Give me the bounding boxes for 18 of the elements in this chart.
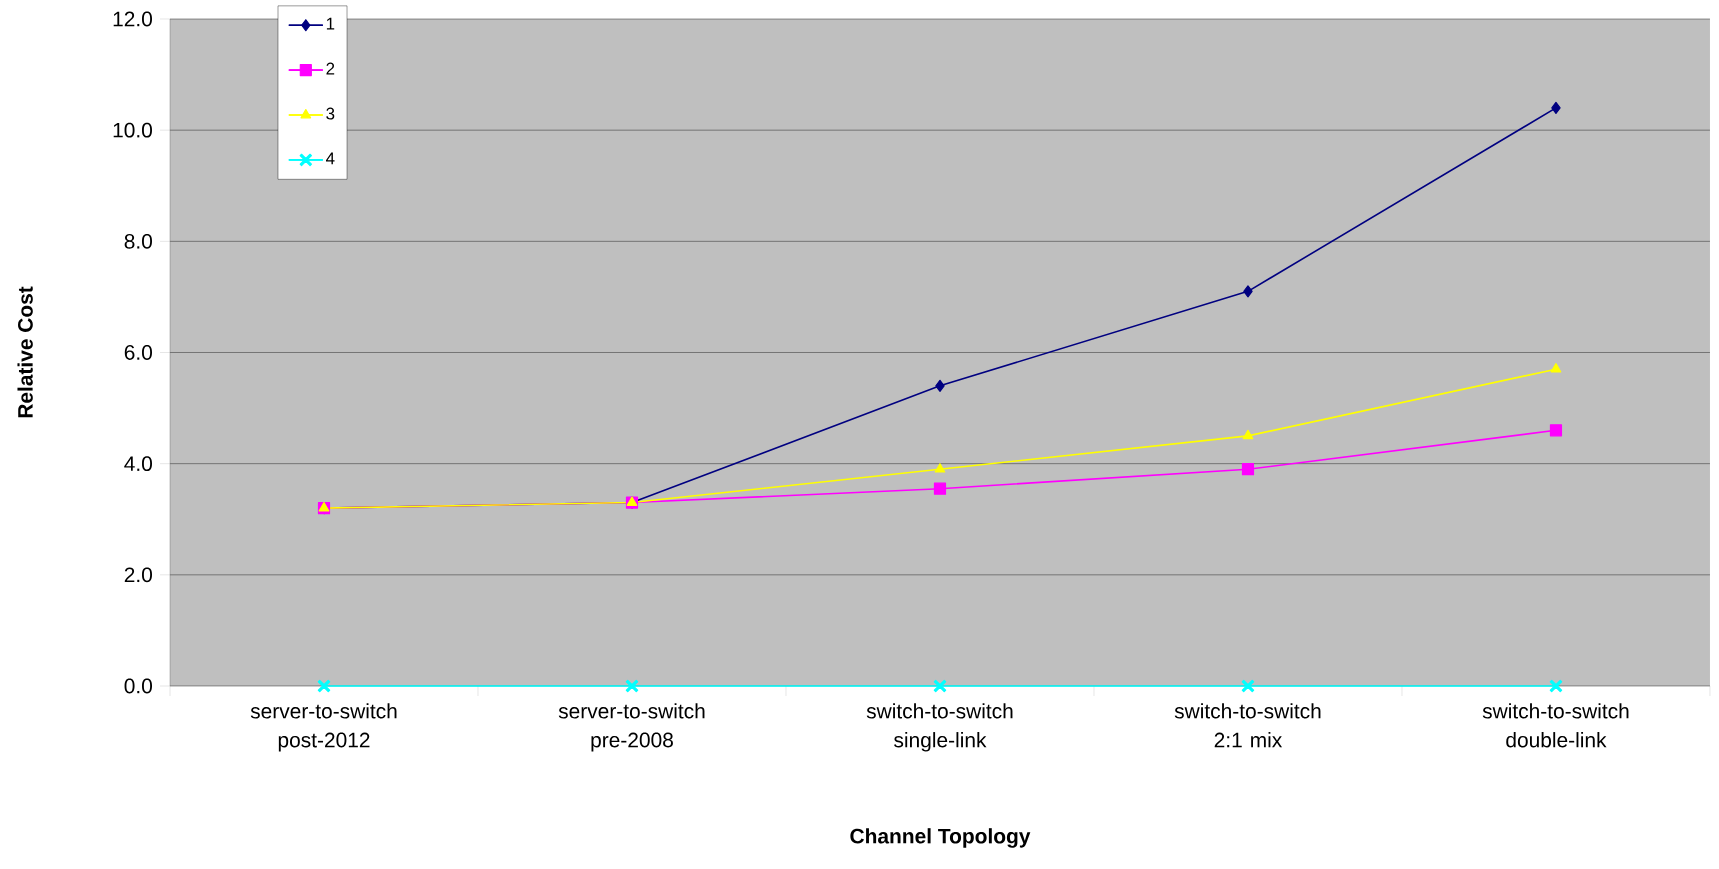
- y-tick-label: 6.0: [124, 345, 152, 360]
- legend-label: 1: [326, 17, 335, 30]
- y-tick-label: 4.0: [124, 456, 152, 472]
- y-tick-label: 0.0: [124, 678, 152, 694]
- y-axis-title: Relative Cost: [17, 286, 33, 418]
- x-axis-title: Channel Topology: [850, 828, 1031, 848]
- y-tick-label: 12.0: [113, 11, 152, 27]
- y-tick-label: 8.0: [124, 233, 152, 249]
- x-tick-label: server-to-switch pre-2008: [558, 703, 705, 752]
- x-tick-label: server-to-switch post-2012: [250, 703, 397, 752]
- legend-label: 4: [326, 152, 335, 165]
- x-tick-label: switch-to-switch 2:1 mix: [1174, 703, 1321, 748]
- x-tick-label: switch-to-switch single-link: [866, 703, 1013, 752]
- x-tick-label: switch-to-switch double-link: [1482, 703, 1629, 748]
- y-tick-label: 10.0: [113, 122, 152, 138]
- y-tick-label: 2.0: [124, 567, 152, 583]
- legend-label: 2: [326, 62, 335, 75]
- legend-label: 3: [326, 107, 335, 120]
